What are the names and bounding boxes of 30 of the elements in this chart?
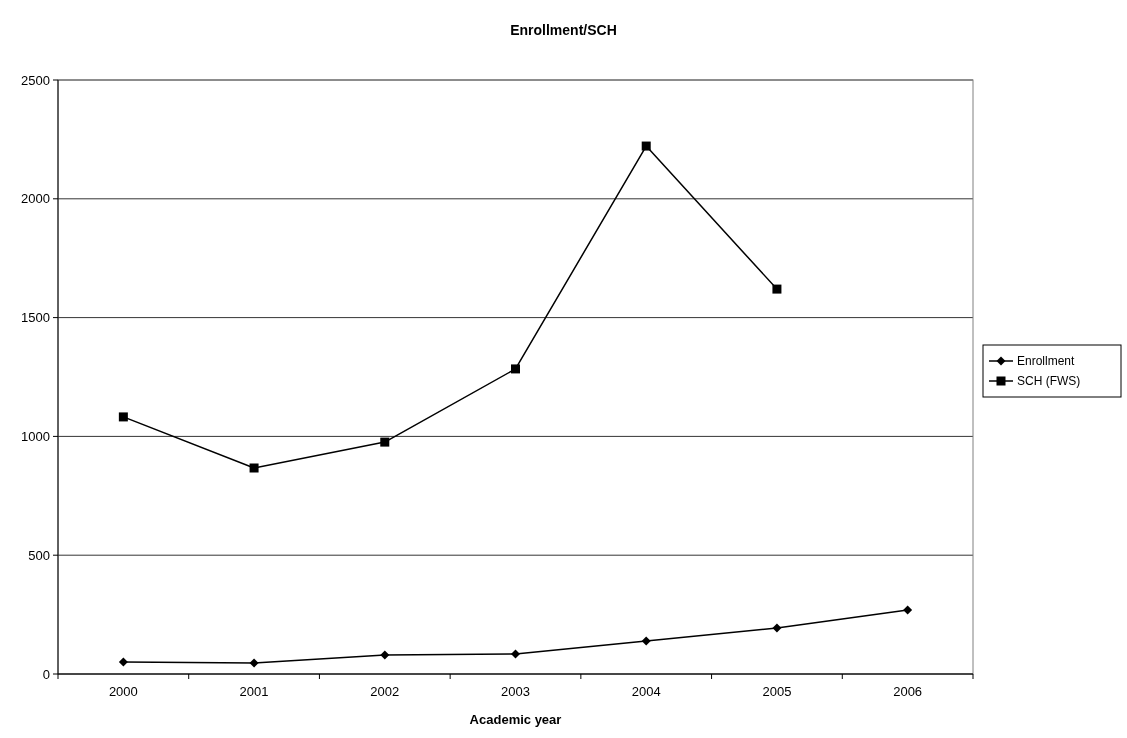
point [380,437,390,447]
legend-label: SCH (FWS) [1017,374,1081,389]
y-tick-label: 2500 [21,72,50,88]
x-tick-label: 2005 [762,684,792,699]
x-tick-label: 2004 [631,684,661,699]
point [249,658,259,668]
y-tick-label: 2000 [21,191,50,207]
point [249,463,259,473]
chart-title: Enrollment/SCH [510,22,617,38]
point [903,605,913,615]
y-tick-label: 1000 [21,428,50,444]
point [511,364,520,374]
point [118,657,128,667]
point [380,650,390,660]
x-tick-label: 2003 [501,684,530,699]
point [772,284,782,294]
x-tick-label: 2001 [239,684,269,699]
legend-label: Enrollment [1017,354,1076,369]
y-tick-label: 1500 [21,310,50,326]
point [118,412,128,422]
point [641,636,651,646]
y-tick-label: 500 [28,547,50,563]
x-tick-label: 2002 [370,684,400,699]
x-axis-title: Academic year [469,712,562,727]
point [772,623,782,633]
y-tick-label: 0 [42,666,50,682]
x-tick-label: 2000 [108,684,138,699]
x-tick-label: 2006 [893,684,923,699]
point [641,141,651,151]
point [511,649,520,659]
